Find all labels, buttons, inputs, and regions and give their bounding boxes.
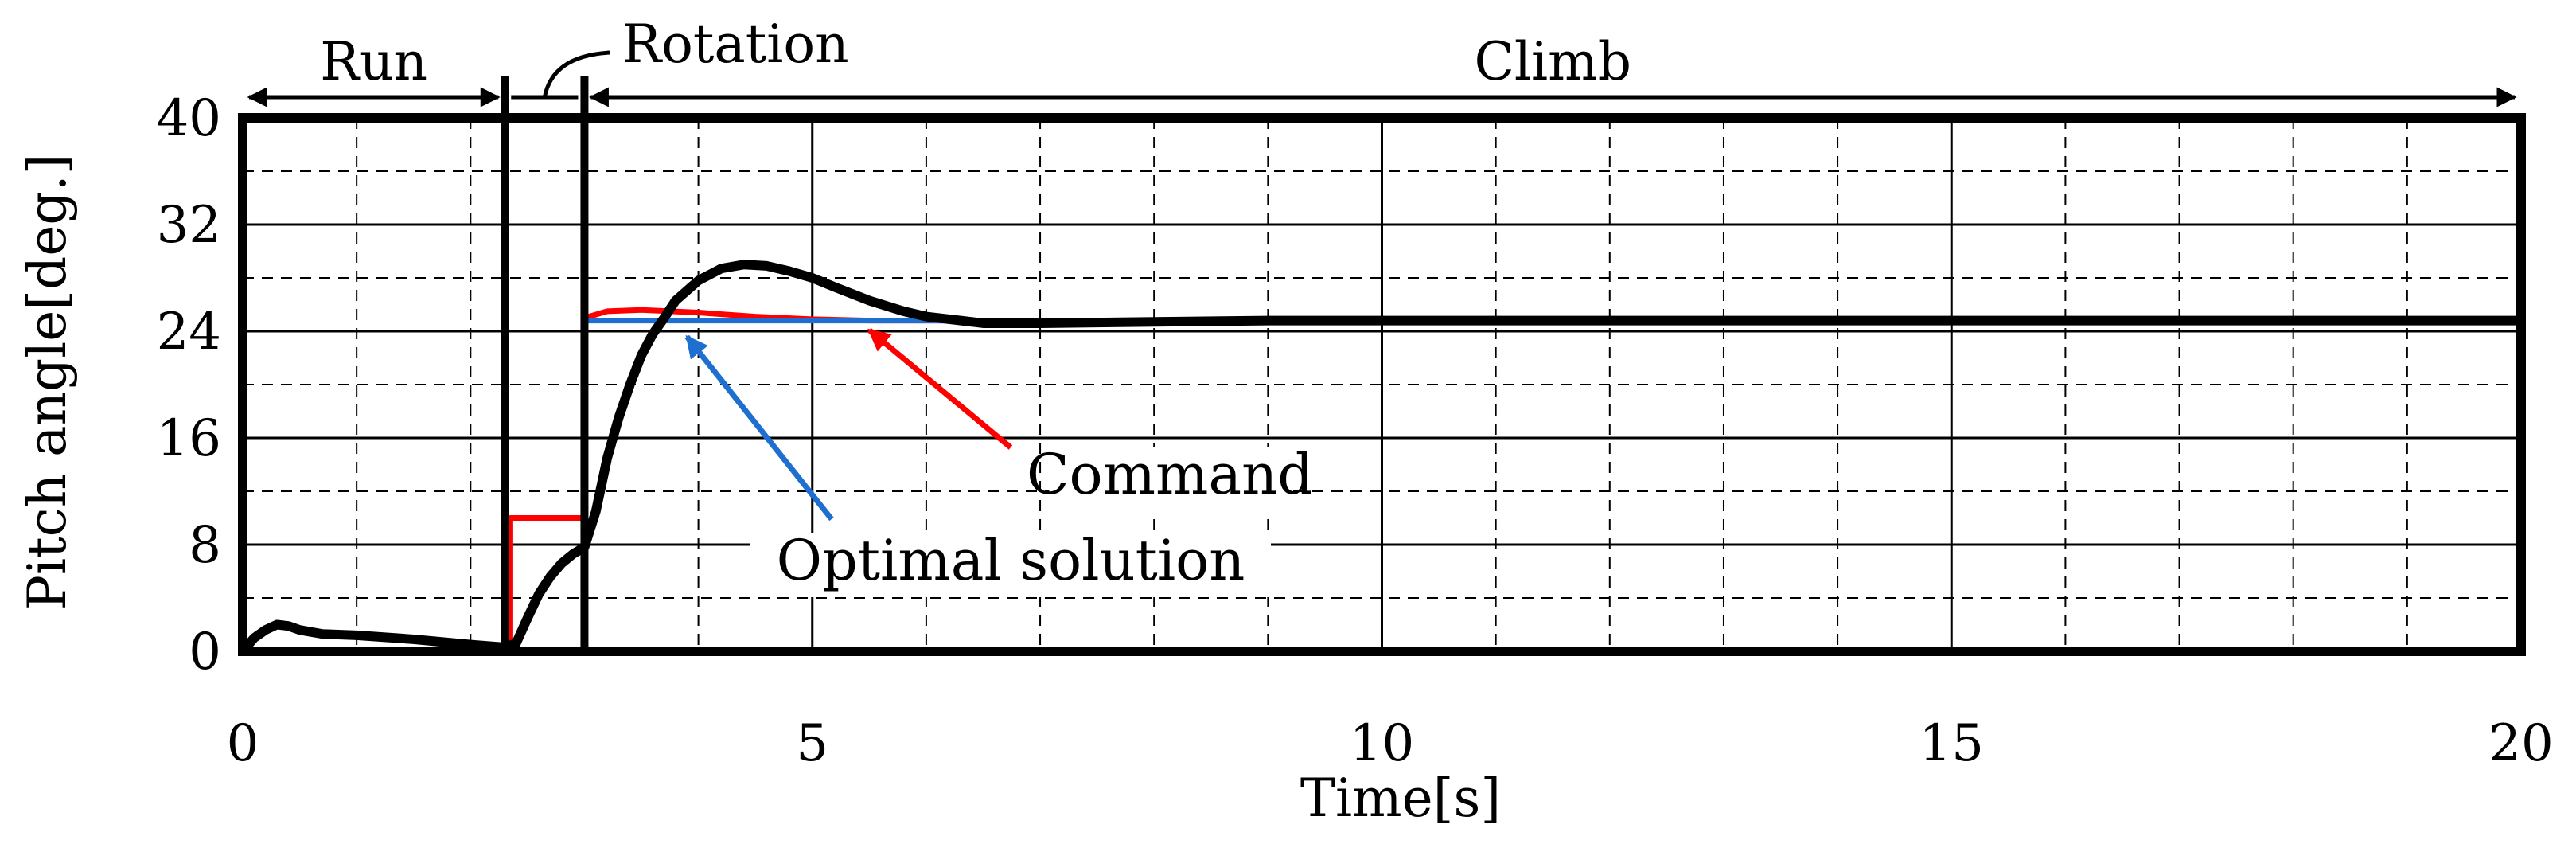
x-tick-label: 0	[227, 714, 259, 773]
x-tick-label: 15	[1919, 714, 1984, 773]
y-tick-label: 8	[189, 516, 221, 575]
series-lines	[238, 260, 2526, 656]
plot-border	[238, 113, 2526, 656]
x-tick-label: 5	[796, 714, 828, 773]
phase-label-climb: Climb	[1474, 31, 1631, 92]
series-line-response	[238, 260, 2526, 656]
x-axis-label: Time[s]	[1300, 768, 1501, 829]
y-tick-label: 40	[157, 89, 221, 148]
annotation-label: Optimal solution	[777, 528, 1245, 593]
phase-label-run: Run	[320, 31, 427, 92]
phase-leader	[542, 50, 610, 98]
annotation-box	[750, 533, 1271, 597]
x-tick-label: 20	[2488, 714, 2553, 773]
annotation-box	[1049, 447, 1291, 511]
phase-label-rotation: Rotation	[622, 14, 848, 75]
tick-labels: 0 5 10 15 20 0 8 16 24 32 40	[157, 89, 2554, 773]
annotation-label: Command	[1027, 442, 1313, 507]
y-tick-label: 24	[157, 303, 221, 361]
y-tick-label: 32	[157, 196, 221, 255]
y-axis-label: Pitch angle[deg.]	[17, 154, 78, 611]
annotation-arrow	[867, 327, 1013, 450]
annotations: Command Optimal solution	[684, 327, 1313, 597]
plot-frame	[238, 76, 2526, 656]
y-tick-label: 16	[157, 409, 221, 468]
annotation-arrow	[684, 334, 834, 522]
x-tick-label: 10	[1350, 714, 1414, 773]
phase-markers: Run Rotation Climb	[247, 14, 2517, 107]
y-tick-label: 0	[189, 623, 221, 682]
grid	[243, 118, 2521, 651]
